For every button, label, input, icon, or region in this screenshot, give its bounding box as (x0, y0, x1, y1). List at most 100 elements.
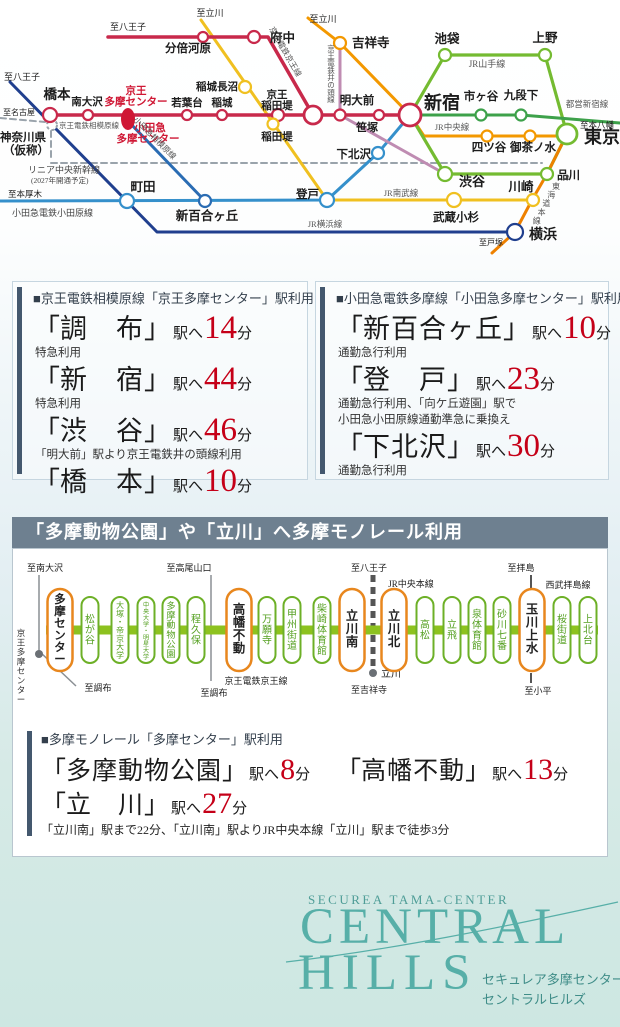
map-station (215, 108, 229, 122)
minutes-value: 27 (202, 786, 233, 820)
map-station (332, 35, 348, 51)
map-label: 武蔵小杉 (433, 210, 479, 224)
mono-station-capsule (338, 587, 366, 673)
station-name: 橋 本 (60, 467, 144, 498)
bracket-close: 」 (447, 432, 474, 463)
map-station (474, 108, 488, 122)
station-dot (35, 650, 43, 658)
map-label: 稲田堤 (261, 99, 293, 112)
bracket-open: 「 (336, 758, 362, 785)
mono-station-capsule (518, 587, 546, 673)
map-station (539, 166, 555, 182)
map-label: 渋谷 (459, 174, 486, 189)
mono-label: 至八王子 (351, 563, 387, 573)
station-name: 新百合ヶ丘 (363, 314, 503, 344)
map-station (397, 102, 423, 128)
map-label: 御茶ノ水 (509, 140, 556, 154)
minutes-value: 14 (204, 310, 238, 346)
mono-station-name: 高幡不動 (233, 602, 246, 656)
map-label: 明大前 (340, 93, 375, 107)
bracket-close: 」 (144, 467, 171, 498)
mono-station-name: 多摩センター (54, 592, 66, 666)
mono-station-capsule (161, 596, 181, 664)
access-panel-keio: ■京王電鉄相模原線「京王多摩センター」駅利用 「調 布」 駅へ 14 分 特急利用 … (12, 281, 314, 498)
station-name: 多摩動物公園 (66, 758, 223, 785)
map-label: JR山手線 (469, 58, 506, 69)
logo-swoosh (285, 901, 619, 963)
map-label: 府中 (270, 30, 295, 45)
map-label: JR南武線 (384, 188, 419, 198)
station-name: 調 布 (60, 314, 144, 344)
access-panel-odakyu: ■小田急電鉄多摩線「小田急多摩センター」駅利用 「新百合ヶ丘」 駅へ 10 分 通勤… (315, 281, 620, 480)
map-label: 都営新宿線 (566, 99, 609, 109)
mono-station-capsule (257, 596, 277, 664)
map-label: 笹塚 (356, 120, 378, 134)
map-label: 至名古屋 (3, 107, 35, 117)
bracket-open: 「 (336, 314, 363, 344)
mono-station-capsule (282, 596, 302, 664)
minutes-value: 10 (563, 310, 597, 346)
bracket-close: 」 (144, 416, 171, 447)
access-row: 「立 川」 駅へ 27 分 (41, 786, 597, 820)
access-row: 「登 戸」 駅へ 23 分 (336, 362, 600, 397)
map-label: 多摩センター (117, 132, 180, 145)
map-label: 新百合ヶ丘 (176, 208, 239, 223)
keio-main-line (106, 35, 315, 117)
bracket-close: 」 (144, 314, 171, 344)
mono-label: 至拝島 (507, 562, 534, 573)
map-label: 川崎 (507, 179, 534, 194)
map-label: 市ヶ谷 (464, 89, 499, 103)
map-station (437, 47, 453, 63)
map-station (505, 222, 525, 242)
mono-station-name: 大塚・帝京大学 (116, 600, 124, 660)
mono-station-capsule (110, 596, 130, 664)
map-station (196, 30, 210, 44)
station-name: 高幡不動 (361, 758, 466, 785)
mono-label-stacked: 京王多摩センター (17, 628, 26, 705)
mono-label: 京王電鉄京王線 (224, 675, 287, 686)
minutes-value: 44 (204, 361, 238, 398)
bracket-open: 「 (33, 467, 60, 498)
eki-label: 駅へ (171, 800, 202, 817)
map-label: 吉祥寺 (352, 35, 390, 50)
bracket-open: 「 (33, 314, 60, 344)
access-row: 「渋 谷」 駅へ 46 分 (33, 413, 299, 448)
eki-label: 駅へ (532, 326, 563, 342)
station-name: 下北沢 (363, 432, 447, 463)
map-station (537, 47, 553, 63)
map-label: 小田急 (133, 121, 166, 134)
station-name: 新 宿 (60, 365, 144, 396)
mono-station-name: 立川南 (345, 608, 358, 649)
mono-station-capsule (442, 596, 462, 664)
map-label: 至八王子 (4, 72, 40, 82)
min-label: 分 (232, 800, 248, 817)
mono-station-name: 泉体育館 (472, 607, 482, 652)
mono-station-capsule (578, 596, 598, 664)
odakyu-tama-line (126, 119, 207, 203)
mono-station-capsule (312, 596, 332, 664)
accent-bar (27, 731, 32, 836)
map-label: 小田急電鉄小田原線 (12, 207, 93, 218)
map-station (266, 117, 280, 131)
access-row: 「下北沢」 駅へ 30 分 (336, 429, 600, 464)
bracket-open: 「 (336, 432, 363, 463)
map-station (523, 129, 537, 143)
station-dot (369, 669, 377, 677)
bracket-close: 」 (503, 314, 530, 344)
eki-label: 駅へ (173, 326, 204, 342)
map-station (333, 108, 347, 122)
mono-station-capsule (80, 596, 100, 664)
map-label: 神奈川県 (0, 130, 46, 144)
bracket-open: 「 (33, 416, 60, 447)
map-label: 至立川 (309, 13, 336, 24)
monorail-access-header: ■多摩モノレール「多摩センター」駅利用 (41, 732, 283, 747)
mono-station-name: 立川北 (387, 608, 401, 649)
map-label: 稲城長沼 (196, 80, 238, 93)
map-label: JR (562, 174, 570, 182)
map-station (370, 145, 386, 161)
bracket-close: 」 (465, 758, 491, 785)
minutes-value: 46 (204, 412, 238, 449)
map-label: 至立川 (196, 7, 223, 18)
